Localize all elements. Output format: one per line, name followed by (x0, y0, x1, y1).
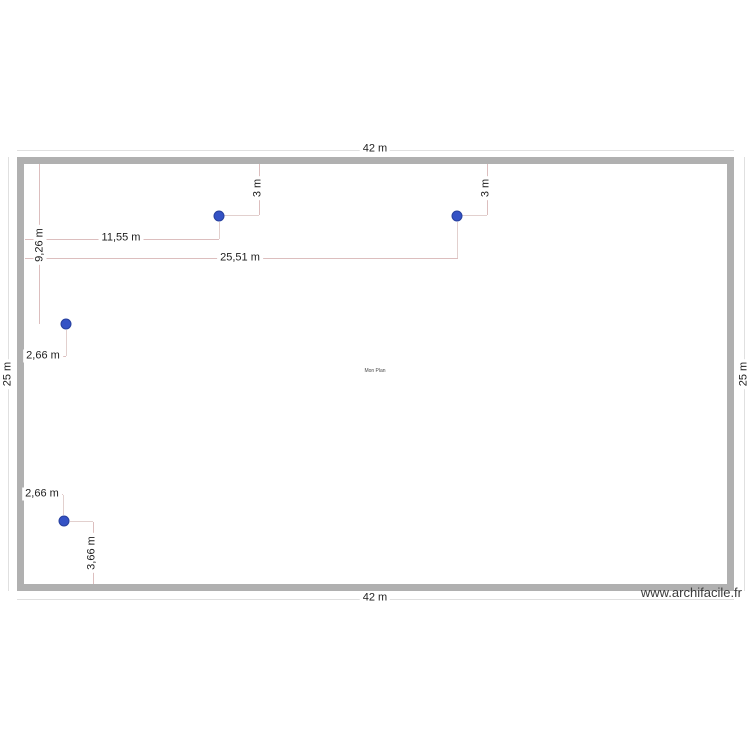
dim-3-66m-connector (70, 521, 93, 522)
dim-3m-left-connector (219, 215, 259, 216)
point-marker-top-right[interactable] (451, 210, 463, 222)
dim-25-51m-label[interactable]: 25,51 m (217, 251, 263, 265)
point-marker-bottom-left[interactable] (58, 515, 70, 527)
dim-3m-right-label[interactable]: 3 m (479, 175, 493, 201)
dim-11-55m-connector (219, 222, 220, 239)
overall-width-top-label[interactable]: 42 m (359, 142, 391, 156)
room-name-label[interactable]: Mon Plan (364, 368, 386, 374)
dim-2-66m-upper-label[interactable]: 2,66 m (23, 349, 63, 363)
dim-9-26m-label[interactable]: 9,26 m (33, 225, 47, 265)
overall-width-bottom-label[interactable]: 42 m (359, 591, 391, 605)
dim-11-55m-label[interactable]: 11,55 m (98, 231, 144, 245)
overall-height-left-label[interactable]: 25 m (1, 358, 15, 390)
dim-25-51m-connector (457, 222, 458, 258)
dim-3m-left-label[interactable]: 3 m (251, 175, 265, 201)
point-marker-top-left[interactable] (213, 210, 225, 222)
archifacile-watermark-link[interactable]: www.archifacile.fr (640, 585, 742, 600)
dim-2-66m-lower-connector (63, 495, 64, 515)
room-outline-wall[interactable] (17, 157, 734, 591)
dim-2-66m-lower-label[interactable]: 2,66 m (22, 487, 62, 501)
dim-3-66m-label[interactable]: 3,66 m (85, 533, 99, 573)
dim-2-66m-upper-connector (66, 330, 67, 356)
dim-3m-right-connector (457, 215, 487, 216)
overall-height-right-label[interactable]: 25 m (737, 358, 750, 390)
point-marker-mid-left[interactable] (60, 318, 72, 330)
